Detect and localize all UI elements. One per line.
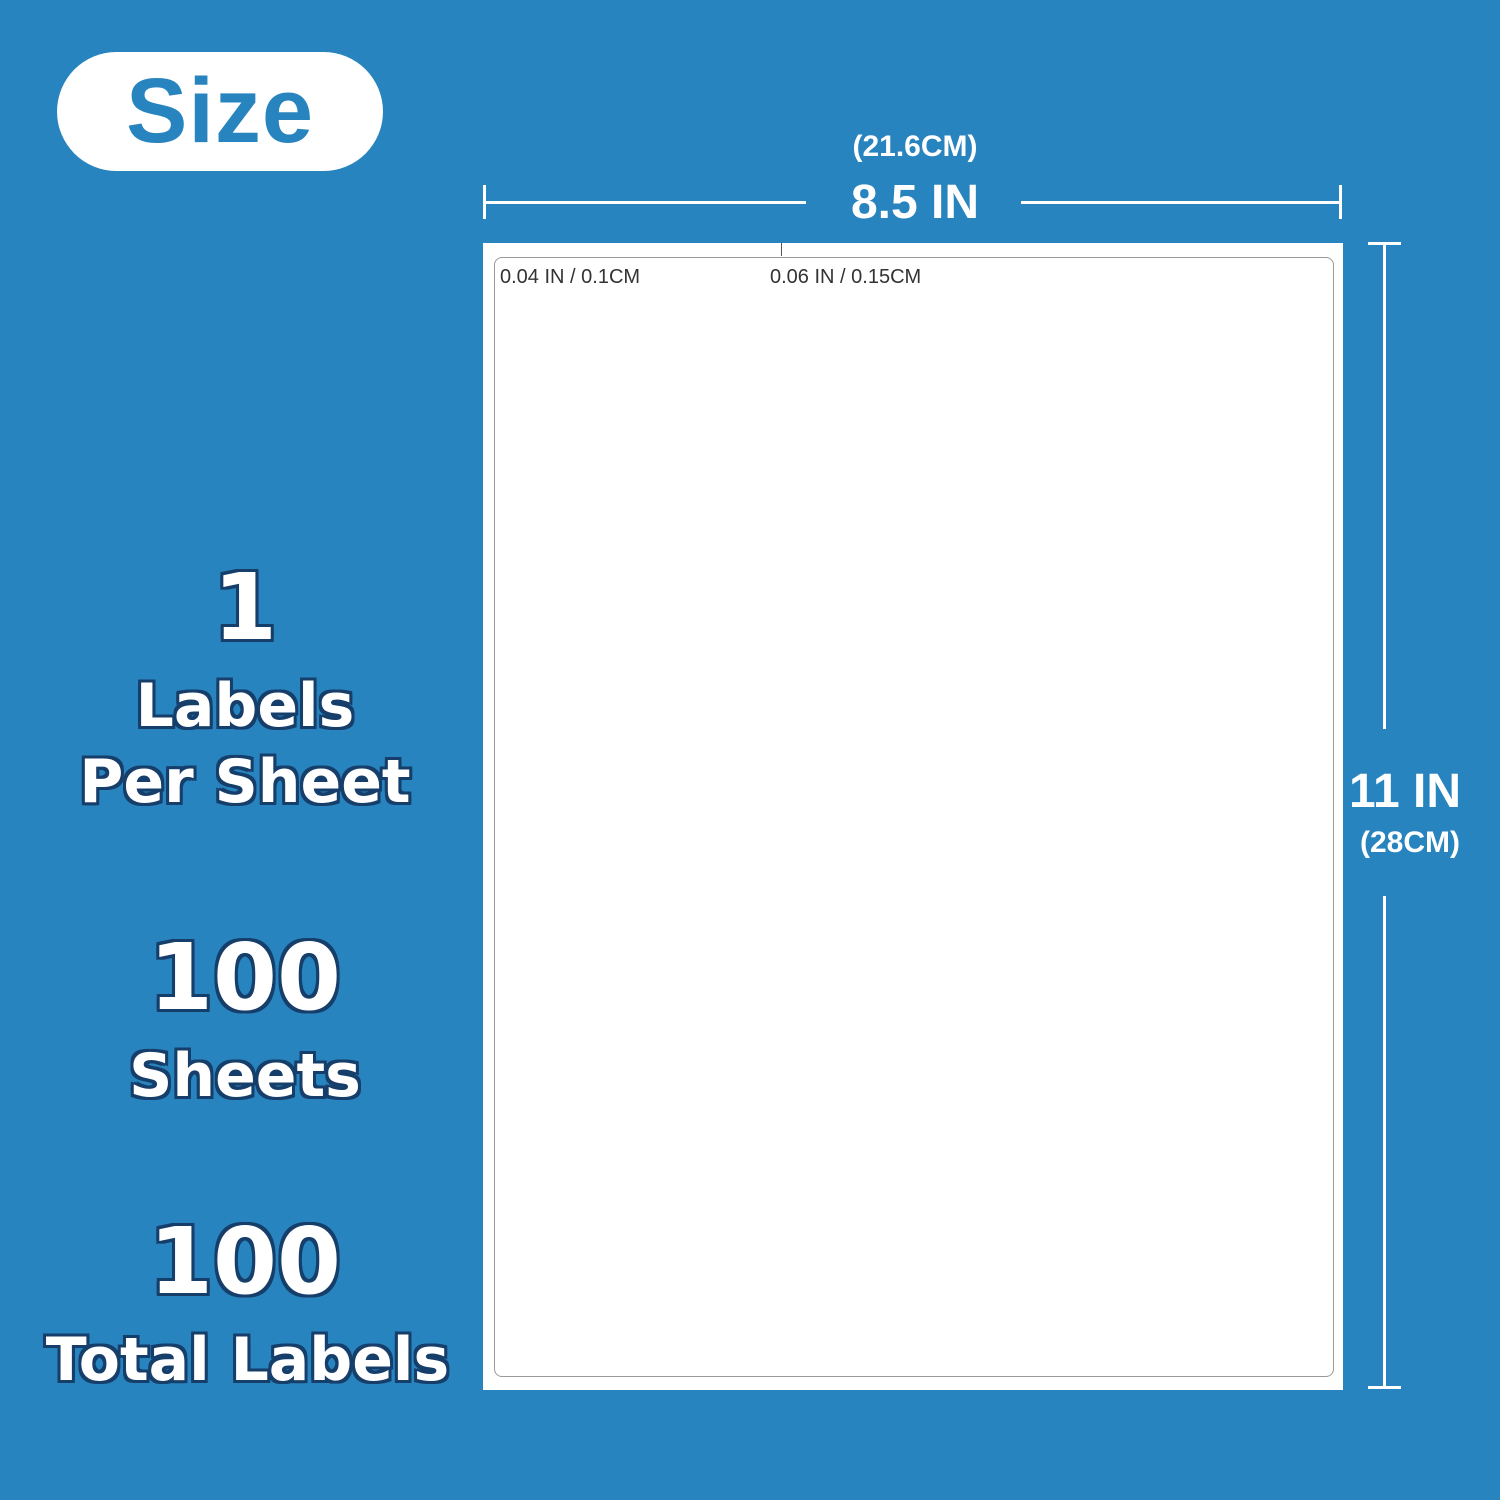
side-margin-text: 0.04 IN / 0.1CM: [500, 266, 641, 288]
label-sheet: [483, 243, 1343, 1390]
height-tick-bottom: [1368, 1386, 1401, 1389]
total-labels-value: 100: [148, 1208, 342, 1315]
width-arrow-right: [1021, 201, 1342, 204]
labels-per-sheet-value: 1: [212, 554, 277, 661]
height-metric: (28CM): [1359, 826, 1460, 859]
height-arrow-bottom: [1383, 896, 1386, 1388]
top-margin-text: 0.06 IN / 0.15CM: [770, 266, 922, 288]
width-imperial: 8.5 IN: [850, 176, 980, 229]
size-badge: Size: [57, 52, 383, 171]
width-tick-left: [483, 185, 486, 219]
width-metric: (21.6CM): [852, 130, 978, 163]
width-arrow-left: [484, 201, 806, 204]
labels-per-sheet-label-2: Per Sheet: [79, 747, 411, 817]
size-badge-label: Size: [125, 60, 315, 162]
height-imperial: 11 IN: [1348, 765, 1462, 818]
total-labels-label: Total Labels: [45, 1325, 450, 1395]
sheets-value: 100: [148, 924, 342, 1031]
height-arrow-top: [1383, 242, 1386, 729]
width-tick-right: [1339, 185, 1342, 219]
label-area: [494, 257, 1334, 1377]
labels-per-sheet-label-1: Labels: [135, 671, 355, 741]
sheets-label: Sheets: [129, 1041, 361, 1111]
top-margin-marker: [781, 243, 782, 256]
